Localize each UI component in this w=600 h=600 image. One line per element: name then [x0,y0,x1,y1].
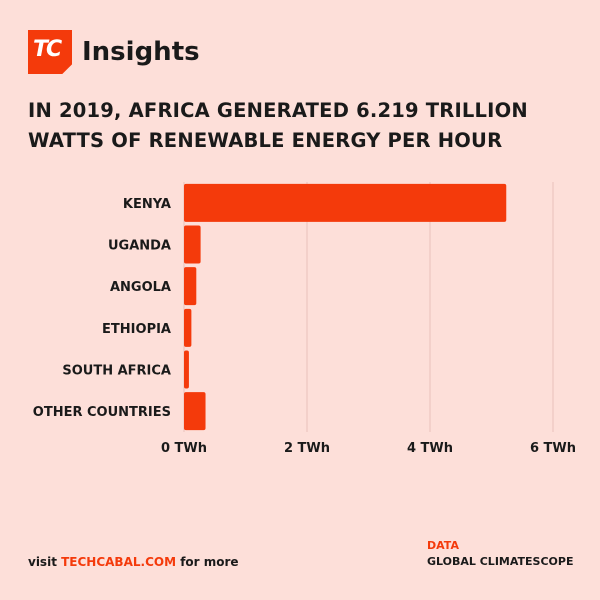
chart-title: IN 2019, AFRICA GENERATED 6.219 TRILLION… [28,99,528,152]
category-label: SOUTH AFRICA [62,364,171,379]
source-value: GLOBAL CLIMATESCOPE [427,555,574,568]
logo-mark-text: TC [33,37,62,62]
footer-link[interactable]: TECHCABAL.COM [61,555,177,569]
bar-ethiopia [184,308,192,347]
bar-south-africa [184,350,189,389]
x-tick-label: 2 TWh [284,441,330,456]
category-label: ETHIOPIA [102,322,171,337]
bar-kenya [184,183,507,222]
x-tick-label: 6 TWh [530,441,576,456]
source-label: DATA [427,539,459,552]
category-label: UGANDA [108,239,171,254]
brand-name: Insights [82,37,200,67]
x-tick-label: 4 TWh [407,441,453,456]
bar-angola [184,267,197,306]
footer-prefix: visit [28,555,62,569]
brand-logo: TC Insights [28,30,200,74]
bar-other-countries [184,392,206,431]
x-tick-label: 0 TWh [161,441,207,456]
category-label: KENYA [123,197,171,212]
tc-logo-icon: TC [28,30,72,74]
data-source: DATA GLOBAL CLIMATESCOPE [427,539,573,568]
footer-suffix: for more [176,555,239,569]
category-label: ANGOLA [110,280,171,295]
bar-uganda [184,225,201,264]
category-label: OTHER COUNTRIES [33,405,171,420]
footer-cta: visit TECHCABAL.COM for more [28,555,239,569]
